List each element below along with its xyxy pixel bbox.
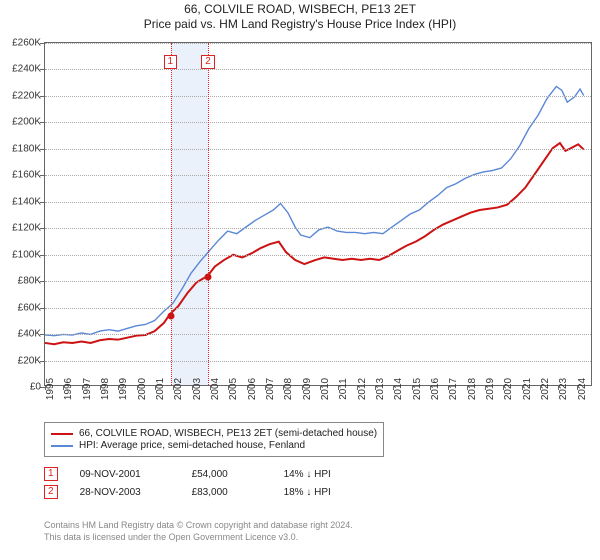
- x-tick-label: 1997: [82, 378, 93, 400]
- gridline: [45, 334, 591, 335]
- row-marker: 2: [44, 485, 58, 499]
- gridline: [45, 175, 591, 176]
- gridline: [45, 69, 591, 70]
- sales-table: 1 09-NOV-2001 £54,000 14% ↓ HPI 2 28-NOV-2003…: [44, 467, 331, 503]
- y-tick-label: £0: [30, 382, 45, 393]
- row-price: £83,000: [192, 487, 262, 498]
- y-tick-label: £100K: [12, 249, 45, 260]
- legend-swatch: [51, 433, 73, 435]
- title-address: 66, COLVILE ROAD, WISBECH, PE13 2ET: [0, 2, 600, 16]
- x-tick-label: 1996: [63, 378, 74, 400]
- y-tick-label: £80K: [18, 276, 45, 287]
- legend-row-hpi: HPI: Average price, semi-detached house,…: [51, 440, 377, 451]
- x-tick-label: 2010: [320, 378, 331, 400]
- x-tick-label: 2018: [467, 378, 478, 400]
- x-tick-label: 2017: [448, 378, 459, 400]
- x-tick-label: 2016: [430, 378, 441, 400]
- x-tick-label: 2024: [577, 378, 588, 400]
- sale-dot: [205, 274, 212, 281]
- row-delta: 14% ↓ HPI: [284, 469, 331, 480]
- gridline: [45, 149, 591, 150]
- title-subtitle: Price paid vs. HM Land Registry's House …: [0, 17, 600, 31]
- x-tick-label: 2005: [228, 378, 239, 400]
- chart-titles: 66, COLVILE ROAD, WISBECH, PE13 2ET Pric…: [0, 0, 600, 31]
- legend-label: 66, COLVILE ROAD, WISBECH, PE13 2ET (sem…: [79, 428, 377, 439]
- x-tick-label: 2000: [137, 378, 148, 400]
- gridline: [45, 202, 591, 203]
- x-tick-label: 2011: [338, 378, 349, 400]
- gridline: [45, 281, 591, 282]
- sales-row: 1 09-NOV-2001 £54,000 14% ↓ HPI: [44, 467, 331, 481]
- x-tick-label: 1995: [45, 378, 56, 400]
- row-date: 09-NOV-2001: [80, 469, 170, 480]
- x-tick-label: 2012: [357, 378, 368, 400]
- y-tick-label: £240K: [12, 64, 45, 75]
- y-tick-label: £200K: [12, 117, 45, 128]
- x-tick-label: 2021: [522, 378, 533, 400]
- x-tick-label: 2015: [412, 378, 423, 400]
- footer-line1: Contains HM Land Registry data © Crown c…: [44, 520, 353, 532]
- gridline: [45, 122, 591, 123]
- y-tick-label: £40K: [18, 329, 45, 340]
- gridline: [45, 96, 591, 97]
- annotation-line: [171, 43, 172, 385]
- sales-row: 2 28-NOV-2003 £83,000 18% ↓ HPI: [44, 485, 331, 499]
- footer-line2: This data is licensed under the Open Gov…: [44, 532, 353, 544]
- legend-row-property: 66, COLVILE ROAD, WISBECH, PE13 2ET (sem…: [51, 428, 377, 439]
- x-tick-label: 2009: [302, 378, 313, 400]
- annotation-marker: 2: [201, 55, 215, 69]
- chart-plot-area: £0£20K£40K£60K£80K£100K£120K£140K£160K£1…: [44, 42, 592, 386]
- gridline: [45, 361, 591, 362]
- x-tick-label: 2001: [155, 378, 166, 400]
- x-tick-label: 2019: [485, 378, 496, 400]
- x-tick-label: 2023: [558, 378, 569, 400]
- footer-credits: Contains HM Land Registry data © Crown c…: [44, 520, 353, 543]
- row-date: 28-NOV-2003: [80, 487, 170, 498]
- x-tick-label: 2014: [393, 378, 404, 400]
- legend-swatch: [51, 445, 73, 447]
- y-tick-label: £260K: [12, 38, 45, 49]
- x-tick-label: 2007: [265, 378, 276, 400]
- x-tick-label: 1999: [118, 378, 129, 400]
- y-tick-label: £180K: [12, 143, 45, 154]
- y-tick-label: £140K: [12, 196, 45, 207]
- y-tick-label: £60K: [18, 302, 45, 313]
- legend-label: HPI: Average price, semi-detached house,…: [79, 440, 305, 451]
- chart-legend: 66, COLVILE ROAD, WISBECH, PE13 2ET (sem…: [44, 422, 384, 457]
- gridline: [45, 43, 591, 44]
- x-tick-label: 2006: [247, 378, 258, 400]
- x-tick-label: 2020: [503, 378, 514, 400]
- y-tick-label: £120K: [12, 223, 45, 234]
- row-price: £54,000: [192, 469, 262, 480]
- annotation-marker: 1: [164, 55, 178, 69]
- row-delta: 18% ↓ HPI: [284, 487, 331, 498]
- series-property: [45, 143, 584, 344]
- x-tick-label: 1998: [100, 378, 111, 400]
- x-tick-label: 2003: [192, 378, 203, 400]
- gridline: [45, 255, 591, 256]
- sale-dot: [167, 312, 174, 319]
- gridline: [45, 308, 591, 309]
- x-tick-label: 2013: [375, 378, 386, 400]
- row-marker: 1: [44, 467, 58, 481]
- x-tick-label: 2004: [210, 378, 221, 400]
- x-tick-label: 2022: [540, 378, 551, 400]
- y-tick-label: £220K: [12, 90, 45, 101]
- series-hpi: [45, 86, 584, 335]
- gridline: [45, 228, 591, 229]
- annotation-line: [208, 43, 209, 385]
- y-tick-label: £20K: [18, 355, 45, 366]
- y-tick-label: £160K: [12, 170, 45, 181]
- x-tick-label: 2008: [283, 378, 294, 400]
- x-tick-label: 2002: [173, 378, 184, 400]
